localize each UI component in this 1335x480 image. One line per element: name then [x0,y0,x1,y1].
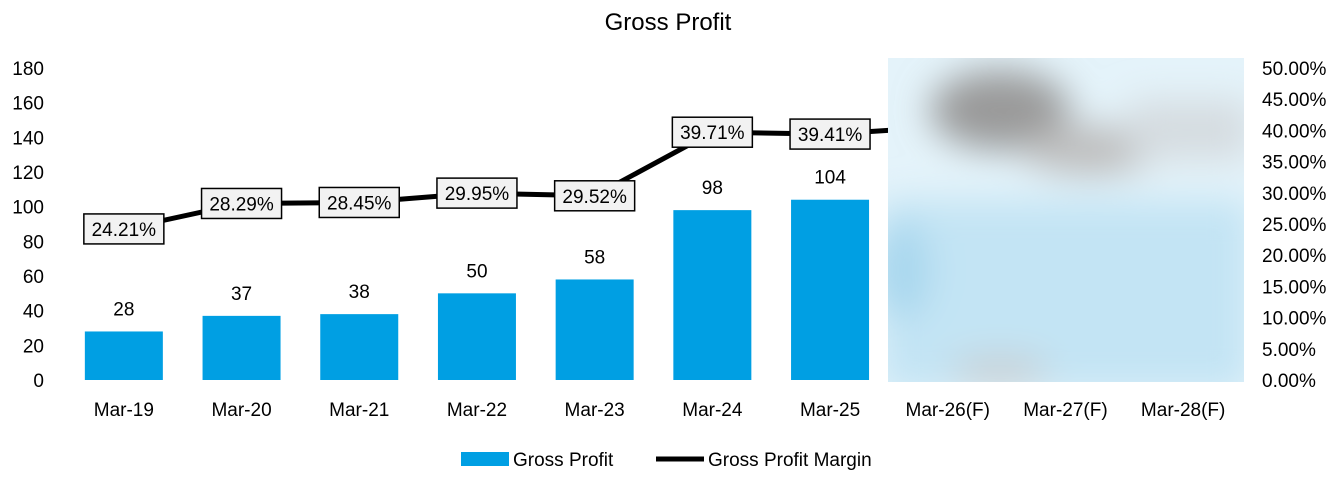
line-series-gross-profit-margin: 24.21% 28.29% 28.45% 29.95% 29.52% 39.71% 39.4… [83,116,948,245]
bar [84,331,163,380]
right-axis-tick-label: 25.00% [1262,215,1327,236]
bar-data-label: 37 [231,284,252,305]
right-axis-tick-label: 50.00% [1262,59,1327,80]
left-axis-tick-label: 100 [12,198,44,219]
legend-label-gross-profit-margin: Gross Profit Margin [708,450,872,471]
margin-label-box [671,116,754,148]
margin-label-box [553,180,636,212]
bar-data-label: 28 [113,299,134,320]
x-axis-category-label: Mar-25 [800,400,860,421]
left-axis-tick-label: 160 [12,94,44,115]
margin-label-text: 39.71% [680,123,745,144]
blurred-forecast-region [888,58,1244,382]
right-axis-tick-label: 10.00% [1262,309,1327,330]
chart-title: Gross Profit [605,9,732,36]
margin-data-label: 24.21% [83,213,165,245]
right-axis-tick-label: 15.00% [1262,277,1327,298]
left-axis-tick-label: 0 [33,371,44,392]
bar-data-label: 58 [584,247,605,268]
left-axis-tick-label: 60 [23,267,44,288]
x-axis-category-label: Mar-19 [94,400,154,421]
right-axis-tick-label: 5.00% [1262,340,1316,361]
margin-label-box [200,187,283,220]
x-axis-category-label: Mar-26(F) [906,400,990,421]
bar [202,315,281,380]
chart-legend: Gross Profit Gross Profit Margin [461,450,872,471]
bar [320,314,399,380]
x-axis-category-label: Mar-24 [682,400,743,421]
margin-label-text: 39.41% [798,125,863,146]
left-y-axis: 0 20 40 60 80 100 120 140 160 180 [12,59,44,392]
margin-data-label: 29.52% [553,180,636,212]
legend-label-gross-profit: Gross Profit [513,450,614,471]
margin-label-text: 28.45% [327,193,392,214]
margin-label-box [436,177,518,209]
x-axis-category-label: Mar-21 [329,400,389,421]
bar [673,210,752,380]
margin-label-box [318,186,400,219]
x-axis-category-label: Mar-20 [211,400,271,421]
x-axis-category-label: Mar-27(F) [1023,400,1107,421]
x-axis-category-label: Mar-22 [447,400,507,421]
margin-data-label: 29.95% [436,177,518,209]
left-axis-tick-label: 80 [23,232,44,253]
left-axis-tick-label: 180 [12,59,44,80]
x-axis-category-labels: Mar-19 Mar-20 Mar-21 Mar-22 Mar-23 Mar-24 Mar-… [94,400,1226,421]
right-axis-tick-label: 20.00% [1262,246,1327,267]
margin-label-text: 24.21% [92,220,157,241]
left-axis-tick-label: 20 [23,336,44,357]
x-axis-category-label: Mar-28(F) [1141,400,1225,421]
margin-label-text: 29.52% [562,187,627,208]
legend-swatch-gross-profit [461,452,509,466]
left-axis-tick-label: 40 [23,302,44,323]
bar-series-gross-profit: 28 37 38 50 58 98 104 [84,168,870,380]
margin-label-text: 28.29% [209,194,274,215]
right-y-axis: 0.00% 5.00% 10.00% 15.00% 20.00% 25.00% 30.00%… [1262,59,1327,392]
margin-label-text: 29.95% [445,184,510,205]
right-axis-tick-label: 45.00% [1262,90,1327,111]
x-axis-category-label: Mar-23 [565,400,625,421]
margin-label-box [83,213,165,245]
left-axis-tick-label: 120 [12,163,44,184]
bar-data-label: 104 [814,168,846,189]
margin-data-label: 28.29% [200,187,283,220]
margin-data-label: 39.41% [789,118,871,150]
margin-label-box [789,118,871,150]
left-axis-tick-label: 140 [12,128,44,149]
right-axis-tick-label: 35.00% [1262,153,1327,174]
bar [437,293,516,380]
margin-data-label: 28.45% [318,186,400,219]
bar [555,279,634,380]
margin-data-label: 39.71% [671,116,754,148]
bar-data-label: 50 [466,261,487,282]
right-axis-tick-label: 0.00% [1262,371,1316,392]
bar [791,199,870,380]
right-axis-tick-label: 40.00% [1262,121,1327,142]
right-axis-tick-label: 30.00% [1262,184,1327,205]
bar-data-label: 38 [349,282,370,303]
bar-data-label: 98 [702,178,723,199]
